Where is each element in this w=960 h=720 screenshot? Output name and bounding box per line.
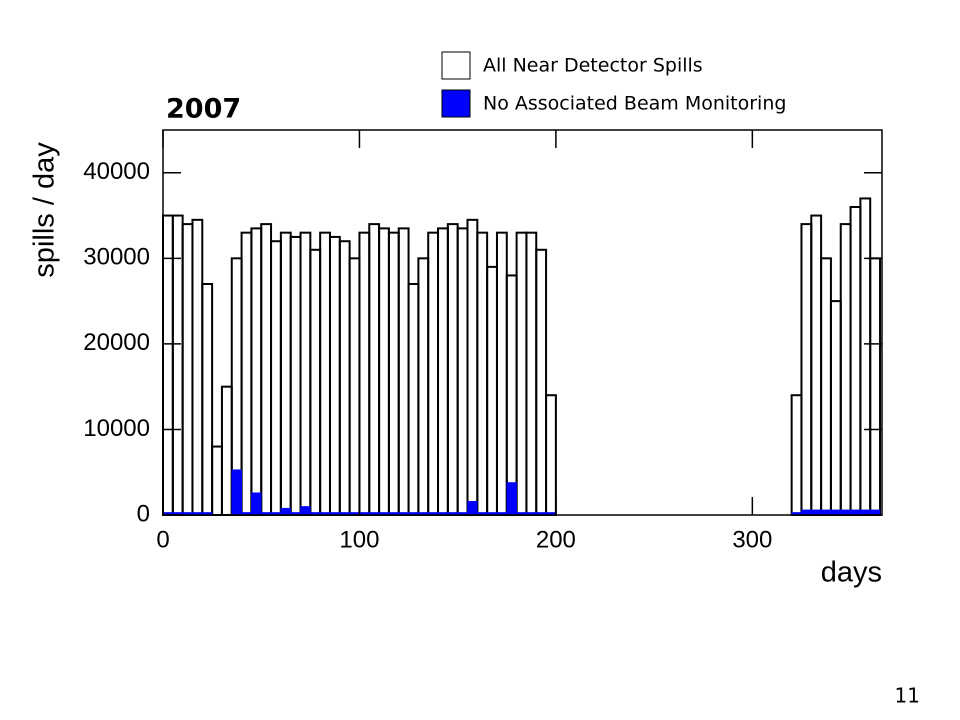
histogram-bar xyxy=(486,265,498,516)
y-tick-label: 10000 xyxy=(83,415,150,442)
histogram-bar xyxy=(506,482,517,516)
x-tick-label: 200 xyxy=(536,526,576,553)
histogram-bar xyxy=(280,507,291,516)
histogram-bar xyxy=(309,248,322,516)
y-axis-title: spills / day xyxy=(29,142,61,278)
histogram-bar xyxy=(231,469,242,516)
histogram-bar xyxy=(515,231,528,517)
histogram-bar xyxy=(850,509,861,516)
histogram-bar xyxy=(505,274,518,517)
histogram-bar xyxy=(801,509,812,516)
histogram-bar xyxy=(446,223,459,516)
histogram-bar xyxy=(790,394,803,517)
page-number: 11 xyxy=(895,684,920,708)
histogram-bar xyxy=(251,492,262,516)
legend-swatch xyxy=(441,89,471,118)
histogram-bar xyxy=(840,509,851,516)
histogram-bar xyxy=(476,231,489,517)
histogram-bar xyxy=(250,227,263,516)
histogram-bar xyxy=(328,235,341,516)
histogram-bar xyxy=(378,227,390,516)
plot-frame xyxy=(162,129,883,516)
x-axis-title: days xyxy=(821,557,882,589)
histogram-bar xyxy=(270,240,282,516)
histogram-bar xyxy=(467,501,478,516)
histogram-bar xyxy=(859,197,872,516)
histogram-bar xyxy=(338,240,351,516)
chart-title: 2007 xyxy=(166,94,241,125)
histogram-bar xyxy=(260,223,273,516)
histogram-bar xyxy=(869,509,881,516)
legend-label: No Associated Beam Monitoring xyxy=(483,93,786,115)
histogram-bar xyxy=(860,509,871,516)
histogram-bar xyxy=(407,283,420,516)
histogram-bar xyxy=(466,218,479,516)
histogram-bar xyxy=(201,283,214,516)
x-tick-label: 300 xyxy=(732,526,772,553)
histogram-bar xyxy=(417,257,430,516)
histogram-bar xyxy=(387,231,400,517)
histogram-bar xyxy=(162,214,174,517)
histogram-bar xyxy=(849,206,862,516)
histogram-bar xyxy=(829,300,842,516)
histogram-bar xyxy=(437,227,449,516)
legend-label: All Near Detector Spills xyxy=(483,55,703,77)
histogram-bar xyxy=(820,509,832,516)
y-tick-label: 20000 xyxy=(83,329,150,356)
histogram-bar xyxy=(820,257,832,516)
y-tick-label: 0 xyxy=(137,500,150,527)
histogram-bar xyxy=(299,231,312,517)
histogram-bar xyxy=(279,231,292,517)
y-tick-label: 40000 xyxy=(83,158,150,185)
histogram-bar xyxy=(456,227,469,516)
y-tick-label: 30000 xyxy=(83,244,150,271)
histogram-bar xyxy=(800,223,813,516)
histogram-bar xyxy=(348,257,361,516)
histogram-bar xyxy=(811,509,822,516)
histogram-bar xyxy=(810,214,823,517)
histogram-bar xyxy=(289,235,302,516)
histogram-bar xyxy=(319,231,331,517)
histogram-bar xyxy=(181,223,194,516)
histogram-bar xyxy=(525,231,538,517)
histogram-bar xyxy=(495,231,508,517)
histogram-bar xyxy=(830,509,841,516)
histogram-bar xyxy=(535,248,548,516)
histogram-bar xyxy=(869,257,882,516)
histogram-bar xyxy=(220,385,233,516)
histogram-bar xyxy=(368,223,381,516)
histogram-bar xyxy=(427,231,440,517)
histogram-bar xyxy=(191,218,204,516)
legend-swatch xyxy=(441,51,471,80)
histogram-bar xyxy=(397,227,410,516)
histogram-bar xyxy=(171,214,184,517)
histogram-bar xyxy=(358,231,371,517)
x-tick-label: 0 xyxy=(156,526,169,553)
histogram-bar xyxy=(240,231,253,517)
histogram-bar xyxy=(839,223,852,516)
histogram-bar xyxy=(211,445,223,516)
histogram-bar xyxy=(300,506,311,516)
x-tick-label: 100 xyxy=(339,526,379,553)
histogram-bar xyxy=(545,394,557,517)
